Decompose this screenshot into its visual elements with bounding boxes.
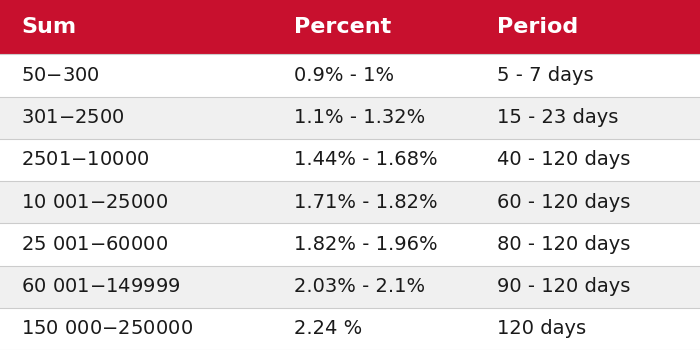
- Text: 1.71% - 1.82%: 1.71% - 1.82%: [294, 193, 438, 212]
- Text: Sum: Sum: [21, 17, 76, 37]
- Text: 2501$ - 10 000$: 2501$ - 10 000$: [21, 150, 150, 169]
- Text: 150 000$ - 250 000$: 150 000$ - 250 000$: [21, 319, 193, 338]
- Text: 10 001$ - 25 000$: 10 001$ - 25 000$: [21, 193, 168, 212]
- Text: Percent: Percent: [294, 17, 391, 37]
- Text: 60 001$ - 149 999$: 60 001$ - 149 999$: [21, 277, 181, 296]
- Text: 5 - 7 days: 5 - 7 days: [497, 66, 594, 85]
- Text: 80 - 120 days: 80 - 120 days: [497, 235, 631, 254]
- Text: 40 - 120 days: 40 - 120 days: [497, 150, 631, 169]
- Text: 301$ - 2500$: 301$ - 2500$: [21, 108, 125, 127]
- Text: 15 - 23 days: 15 - 23 days: [497, 108, 618, 127]
- Text: 50$ - 300$: 50$ - 300$: [21, 66, 100, 85]
- Text: 60 - 120 days: 60 - 120 days: [497, 193, 631, 212]
- FancyBboxPatch shape: [0, 54, 700, 97]
- FancyBboxPatch shape: [0, 223, 700, 266]
- FancyBboxPatch shape: [0, 181, 700, 223]
- Text: 1.82% - 1.96%: 1.82% - 1.96%: [294, 235, 438, 254]
- FancyBboxPatch shape: [0, 308, 700, 350]
- FancyBboxPatch shape: [0, 0, 700, 54]
- Text: 120 days: 120 days: [497, 319, 586, 338]
- Text: 2.03% - 2.1%: 2.03% - 2.1%: [294, 277, 425, 296]
- FancyBboxPatch shape: [0, 97, 700, 139]
- Text: 0.9% - 1%: 0.9% - 1%: [294, 66, 394, 85]
- FancyBboxPatch shape: [0, 266, 700, 308]
- Text: 25 001$ - 60 000$: 25 001$ - 60 000$: [21, 235, 168, 254]
- Text: Period: Period: [497, 17, 578, 37]
- Text: 1.1% - 1.32%: 1.1% - 1.32%: [294, 108, 426, 127]
- Text: 2.24 %: 2.24 %: [294, 319, 363, 338]
- Text: 90 - 120 days: 90 - 120 days: [497, 277, 631, 296]
- FancyBboxPatch shape: [0, 139, 700, 181]
- Text: 1.44% - 1.68%: 1.44% - 1.68%: [294, 150, 438, 169]
